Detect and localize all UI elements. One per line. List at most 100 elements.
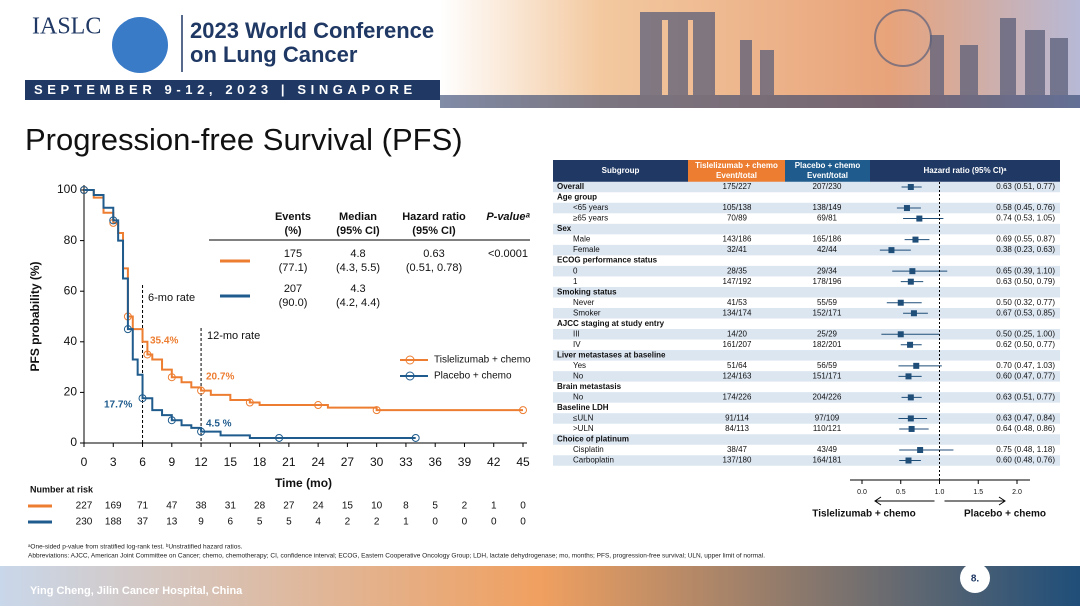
slide-title: Progression-free Survival (PFS) — [25, 122, 463, 157]
risk-count: 24 — [313, 501, 325, 512]
subgroup-label: Cisplatin — [573, 445, 604, 454]
x-tick-label: 39 — [458, 455, 472, 469]
hazard-ratio-text: 0.62 (0.50, 0.77) — [996, 340, 1055, 349]
x-axis-label: Time (mo) — [275, 476, 332, 490]
risk-count: 1 — [491, 501, 497, 512]
event-count: 124/163 — [723, 371, 752, 380]
event-count: 137/180 — [723, 456, 752, 465]
footnote: Abbreviations: AJCC, American Joint Comm… — [28, 553, 765, 560]
risk-count: 2 — [345, 517, 351, 528]
event-count: 43/49 — [817, 445, 838, 454]
risk-count: 0 — [520, 501, 526, 512]
row-band — [553, 244, 1060, 256]
event-count: 204/226 — [813, 393, 842, 402]
risk-count: 2 — [462, 501, 468, 512]
header-cell — [870, 160, 1060, 182]
y-tick-label: 20 — [64, 385, 78, 399]
stats-header: Median — [339, 211, 377, 223]
subgroup-label: Carboplatin — [573, 456, 614, 465]
x-tick-label: 45 — [516, 455, 530, 469]
hazard-ratio-text: 0.63 (0.51, 0.77) — [996, 393, 1055, 402]
risk-count: 6 — [228, 517, 234, 528]
risk-count: 10 — [371, 501, 383, 512]
event-count: 174/226 — [723, 393, 752, 402]
row-band — [553, 202, 1060, 214]
risk-count: 15 — [342, 501, 354, 512]
subgroup-label: <65 years — [573, 203, 608, 212]
hazard-ratio-text: 0.38 (0.23, 0.63) — [996, 245, 1055, 254]
subgroup-label: IV — [573, 340, 581, 349]
stats-cell: (4.3, 5.5) — [336, 262, 380, 274]
stats-cell: (0.51, 0.78) — [406, 262, 462, 274]
row-band — [553, 181, 1060, 193]
x-tick-label: 3 — [110, 455, 117, 469]
event-count: 151/171 — [813, 371, 842, 380]
stats-header: (95% CI) — [336, 225, 380, 237]
y-tick-label: 0 — [70, 435, 77, 449]
subgroup-label: Female — [573, 245, 600, 254]
hazard-ratio-text: 0.63 (0.51, 0.77) — [996, 182, 1055, 191]
event-count: 70/89 — [727, 214, 748, 223]
subgroup-label: Yes — [573, 361, 586, 370]
hr-marker — [907, 394, 914, 401]
stats-header: (%) — [284, 225, 301, 237]
stats-cell: 175 — [284, 248, 302, 260]
censor-marker — [314, 401, 323, 410]
event-count: 28/35 — [727, 266, 748, 275]
event-count: 134/174 — [723, 308, 752, 317]
stats-cell: (4.2, 4.4) — [336, 297, 380, 309]
x-tick-label: 30 — [370, 455, 384, 469]
risk-count: 37 — [137, 517, 149, 528]
hr-marker — [916, 215, 923, 222]
risk-count: 2 — [374, 517, 380, 528]
hr-marker — [907, 184, 914, 190]
event-count: 41/53 — [727, 298, 748, 307]
stats-header: (95% CI) — [412, 225, 456, 237]
stats-cell: (90.0) — [279, 297, 308, 309]
presenter: Ying Cheng, Jilin Cancer Hospital, China — [30, 585, 243, 597]
stats-cell: (77.1) — [279, 262, 308, 274]
event-count: 91/114 — [725, 414, 749, 423]
column-header: Tislelizumab + chemo — [695, 161, 778, 170]
risk-count: 13 — [166, 517, 178, 528]
y-tick-label: 100 — [57, 182, 77, 196]
x-tick-label: 15 — [224, 455, 238, 469]
row-band — [553, 413, 1060, 424]
page-number: 8. — [971, 574, 980, 585]
censor-marker — [109, 216, 118, 225]
hazard-ratio-text: 0.63 (0.47, 0.84) — [996, 414, 1055, 423]
rate-label: 17.7% — [104, 400, 132, 411]
hazard-ratio-text: 0.63 (0.50, 0.79) — [996, 277, 1055, 286]
event-count: 161/207 — [723, 340, 752, 349]
y-tick-label: 80 — [64, 233, 78, 247]
legend-label: Placebo + chemo — [434, 371, 512, 382]
y-tick-label: 40 — [64, 334, 78, 348]
stats-cell: 0.63 — [423, 248, 444, 260]
censor-marker — [167, 416, 176, 425]
x-tick-label: 36 — [429, 455, 443, 469]
hazard-ratio-text: 0.74 (0.53, 1.05) — [996, 214, 1055, 223]
hazard-ratio-text: 0.50 (0.25, 1.00) — [996, 329, 1055, 338]
event-count: 182/201 — [813, 340, 842, 349]
column-header: Placebo + chemo — [795, 161, 861, 170]
legend-marker — [405, 371, 415, 381]
event-count: 97/109 — [815, 414, 840, 423]
x-tick-label: 1.0 — [935, 489, 945, 496]
event-count: 143/186 — [723, 235, 752, 244]
page-badge — [960, 563, 990, 593]
event-count: 178/196 — [813, 277, 842, 286]
ferris-wheel — [874, 9, 932, 67]
subgroup-label: Sex — [557, 224, 572, 233]
x-tick-label: 0.0 — [857, 489, 867, 496]
subgroup-label: Brain metastasis — [557, 382, 622, 391]
row-band — [553, 265, 1060, 277]
logo-emblem — [112, 17, 168, 73]
column-header: Event/total — [807, 171, 848, 180]
conference-title: 2023 World Conference — [190, 18, 434, 43]
x-tick-label: 0.5 — [896, 489, 906, 496]
event-count: 207/230 — [813, 182, 842, 191]
censor-marker — [167, 373, 176, 382]
hr-marker — [897, 299, 904, 306]
hazard-ratio-text: 0.60 (0.47, 0.77) — [996, 371, 1055, 380]
